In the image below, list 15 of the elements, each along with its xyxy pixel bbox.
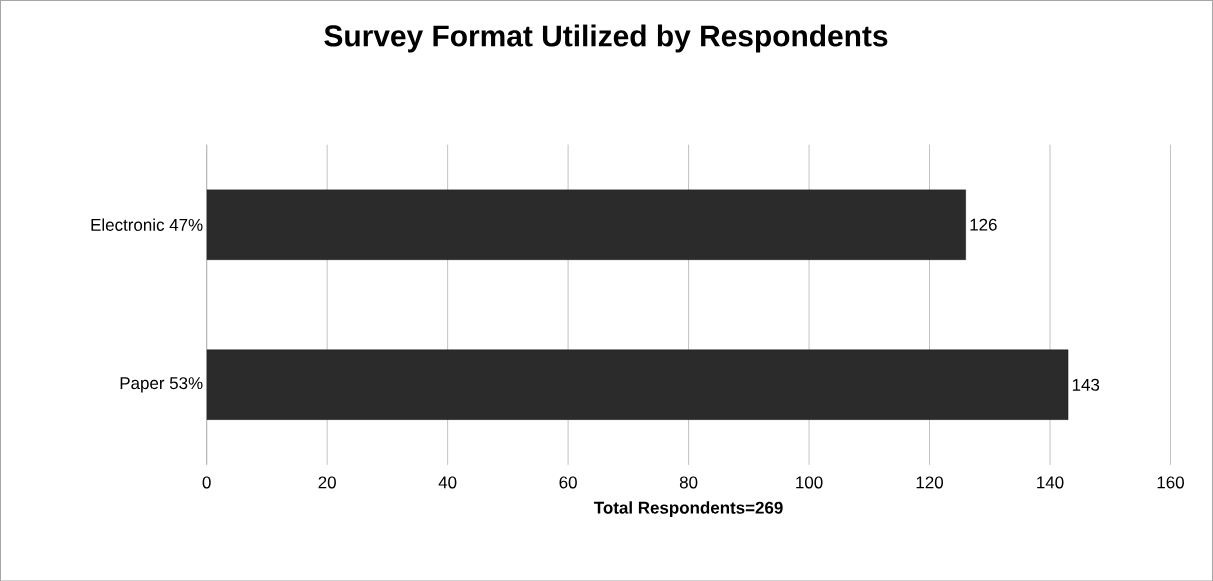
x-tick-label: 160 (1157, 476, 1184, 489)
data-label: 143 (1072, 378, 1100, 391)
x-tick-label: 20 (318, 476, 336, 489)
x-tick-label: 140 (1037, 476, 1064, 489)
x-tick-label: 120 (916, 476, 944, 489)
x-tick-label: 80 (679, 476, 698, 489)
y-tick-label: Paper 53% (120, 376, 203, 393)
chart-title: Survey Format Utilized by Respondents (324, 24, 888, 53)
x-tick-label: 0 (202, 476, 211, 489)
y-tick-label: Electronic 47% (91, 218, 203, 231)
x-axis-title: Total Respondents=269 (594, 501, 783, 517)
data-label: 126 (970, 218, 997, 231)
x-tick-label: 60 (559, 476, 577, 489)
x-tick-label: 100 (796, 476, 823, 489)
x-tick-label: 40 (438, 476, 457, 489)
